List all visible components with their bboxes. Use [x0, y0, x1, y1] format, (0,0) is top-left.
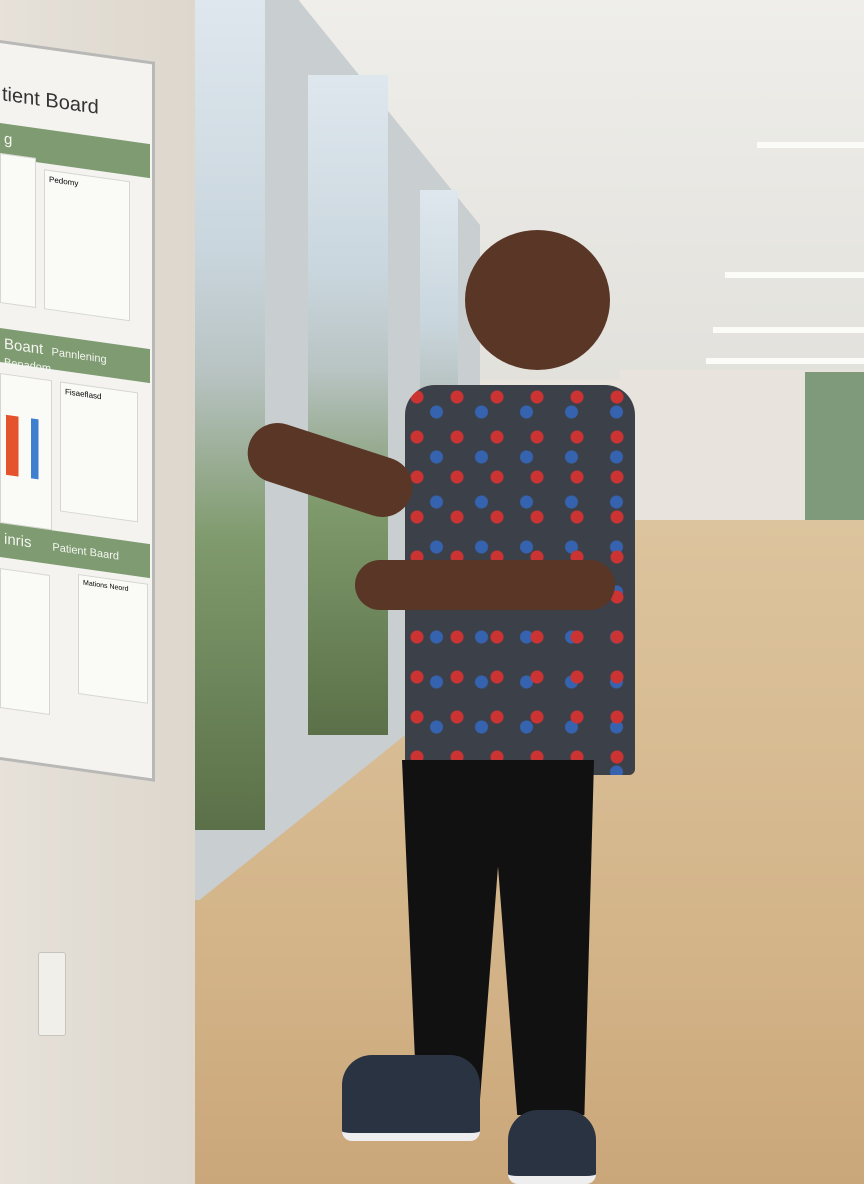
wall-outlet: [38, 952, 66, 1036]
band-label: inris: [4, 530, 32, 552]
table-paper: Fisaeflasd: [60, 381, 138, 523]
ceiling-light: [706, 358, 864, 364]
person-head: [465, 230, 610, 370]
bar-chart-paper: [0, 373, 52, 531]
band-label: Patient Baard: [52, 541, 120, 563]
band-label: Boant: [4, 335, 44, 359]
board-band: Boant Pannlening Benadom: [0, 328, 150, 384]
green-accent-wall: [805, 372, 864, 547]
ceiling-light: [713, 327, 864, 333]
window-pane: [308, 75, 388, 735]
line-chart-paper: Mations Neord: [78, 573, 148, 704]
chart-paper: [0, 153, 36, 309]
ceiling-light: [725, 272, 864, 278]
board-title: tient Board: [2, 83, 99, 119]
left-shoe: [342, 1055, 480, 1141]
table-paper: [0, 568, 50, 716]
patient-board: tient Board g Pedomy Boant Pannlening Be…: [0, 40, 155, 782]
ceiling-light: [757, 142, 864, 148]
person-arm: [355, 560, 615, 610]
right-shoe: [508, 1110, 596, 1184]
table-paper: Pedomy: [44, 169, 130, 322]
board-band: inris Patient Baard: [0, 523, 150, 579]
